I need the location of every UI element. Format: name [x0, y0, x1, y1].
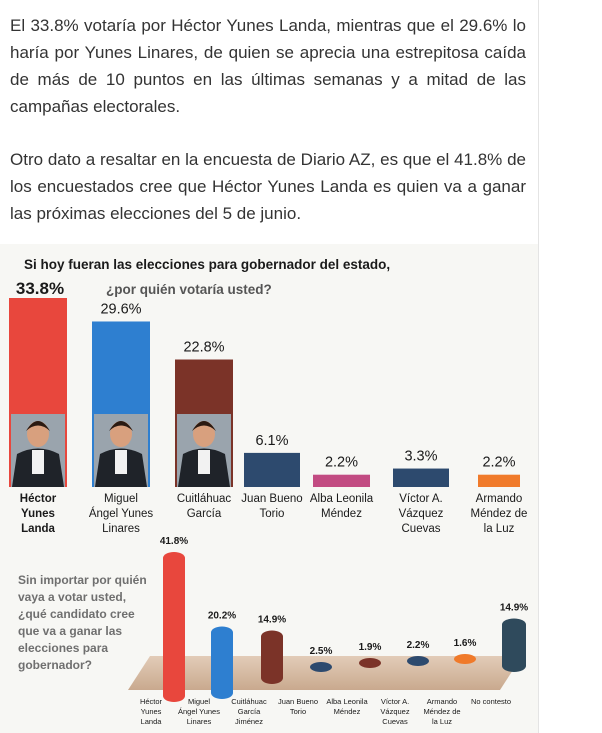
chart2-bar [261, 630, 283, 684]
article-body: El 33.8% votaría por Héctor Yunes Landa,… [0, 16, 538, 733]
chart1-category-label: Cuevas [402, 523, 441, 535]
chart2-category-label: la Luz [432, 717, 452, 726]
chart1-category-label: Alba Leonila [310, 493, 374, 505]
chart2-category-label: García [238, 707, 261, 716]
chart1-value-label: 2.2% [325, 455, 358, 471]
sidebar-divider [538, 0, 539, 733]
chart2-labels: Sin importar por quién vaya a votar usted… [18, 536, 528, 726]
chart2-value-label: 41.8% [160, 536, 188, 547]
chart2-value-label: 14.9% [258, 615, 286, 626]
survey-charts-svg: Si hoy fueran las elecciones para gobern… [9, 257, 528, 726]
chart1-bar [393, 468, 449, 487]
chart1-category-label: Yunes [21, 508, 55, 520]
chart1-title: Si hoy fueran las elecciones para gobern… [24, 257, 390, 272]
chart1-category-label: Miguel [104, 493, 138, 505]
chart2-question: que va a ganar las [18, 624, 122, 638]
chart2-value-label: 1.9% [359, 642, 382, 653]
survey-graphic: Si hoy fueran las elecciones para gobern… [0, 244, 538, 733]
chart1-category-label: la Luz [484, 523, 515, 535]
chart1-category-label: Víctor A. [399, 493, 442, 505]
chart2-bars [163, 552, 526, 702]
photo-shirt [198, 450, 210, 474]
chart1-bars [9, 298, 520, 487]
chart2-category-label: Yunes [141, 707, 162, 716]
chart2-bar [359, 658, 381, 668]
chart1-category-label: Ángel Yunes [89, 507, 154, 520]
chart1-category-label: Héctor [20, 493, 57, 505]
chart2-category-label: Méndez de [423, 707, 460, 716]
photo-hair [109, 421, 133, 431]
chart2-value-label: 2.5% [310, 646, 333, 657]
chart1-category-label: Vázquez [399, 508, 444, 520]
photo-face [193, 421, 215, 447]
chart1-value-label: 2.2% [482, 455, 515, 471]
photo-hair [26, 421, 50, 431]
chart2-bar [502, 618, 526, 672]
chart2-bar [163, 552, 185, 702]
chart2-question: gobernador? [18, 658, 92, 672]
chart2-bar [407, 656, 429, 666]
chart1-bar [244, 452, 300, 487]
candidate-photo [177, 414, 231, 487]
chart2-category-label: Armando [427, 697, 457, 706]
chart2-category-label: Landa [141, 717, 163, 726]
chart2-category-label: Juan Bueno [278, 697, 318, 706]
chart1-category-label: Linares [102, 523, 140, 535]
chart2-category-label: Miguel [188, 697, 210, 706]
chart1-value-label: 22.8% [183, 340, 224, 356]
candidate-photo [11, 414, 65, 487]
article-paragraph: El 33.8% votaría por Héctor Yunes Landa,… [10, 16, 526, 116]
article-paragraph: Otro dato a resaltar en la encuesta de D… [10, 150, 526, 223]
chart1-category-label: Landa [21, 523, 55, 535]
chart1-value-label: 29.6% [100, 301, 141, 317]
chart2-category-label: Cuevas [382, 717, 408, 726]
chart1-photos [11, 414, 231, 487]
chart2-category-label: Héctor [140, 697, 163, 706]
chart2-question: ¿qué candidato cree [18, 607, 135, 621]
chart2-category-label: No contesto [471, 697, 511, 706]
chart1-category-label: Armando [476, 493, 523, 505]
chart2-category-label: Vázquez [380, 707, 409, 716]
photo-shirt [32, 450, 44, 474]
chart2-category-label: Torio [290, 707, 306, 716]
chart2-value-label: 2.2% [407, 640, 430, 651]
photo-hair [192, 421, 216, 431]
chart2-category-label: Cuitláhuac [231, 697, 267, 706]
chart1-category-label: Juan Bueno [241, 493, 302, 505]
chart2-question: elecciones para [18, 641, 108, 655]
chart2-bar [310, 662, 332, 672]
chart1-category-label: Torio [260, 508, 285, 520]
chart1-value-label: 33.8% [16, 279, 64, 298]
chart1-value-label: 6.1% [255, 433, 288, 449]
photo-shirt [115, 450, 127, 474]
chart2-category-label: Víctor A. [381, 697, 409, 706]
chart1-category-label: Méndez [321, 508, 362, 520]
chart2-category-label: Jiménez [235, 717, 263, 726]
chart1-value-label: 3.3% [404, 449, 437, 465]
chart2-bar [211, 626, 233, 699]
chart1-category-label: Cuitláhuac [177, 493, 232, 505]
chart2-category-label: Linares [187, 717, 212, 726]
chart2-question: vaya a votar usted, [18, 590, 126, 604]
chart2-category-label: Méndez [334, 707, 361, 716]
chart2-value-label: 20.2% [208, 611, 236, 622]
chart2-category-label: Alba Leonila [326, 697, 368, 706]
chart2-category-label: Ángel Yunes [178, 707, 220, 716]
photo-face [110, 421, 132, 447]
chart1-category-label: García [187, 508, 222, 520]
candidate-photo [94, 414, 148, 487]
chart1-subtitle: ¿por quién votaría usted? [106, 282, 272, 297]
chart2-bar [454, 654, 476, 664]
chart2-value-label: 14.9% [500, 603, 528, 614]
chart1-category-label: Méndez de [471, 508, 528, 520]
chart2-value-label: 1.6% [454, 638, 477, 649]
photo-face [27, 421, 49, 447]
chart2-question: Sin importar por quién [18, 573, 147, 587]
chart1-bar [478, 474, 520, 487]
chart1-labels: Si hoy fueran las elecciones para gobern… [16, 257, 528, 535]
chart1-bar [313, 474, 370, 487]
